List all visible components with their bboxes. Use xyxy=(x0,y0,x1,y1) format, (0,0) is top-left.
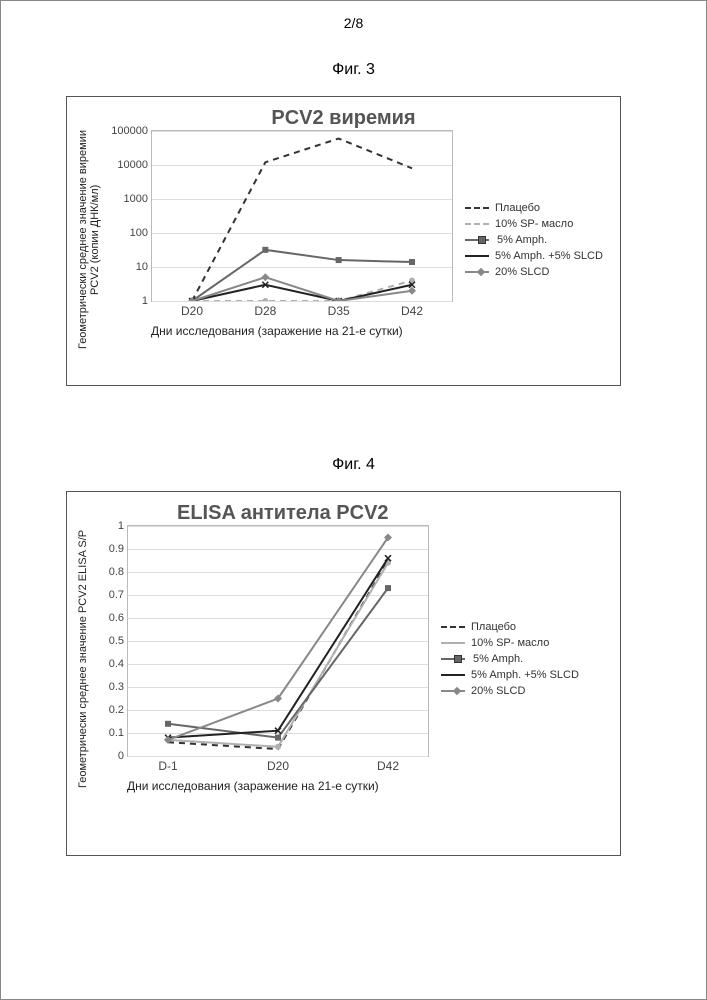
legend-item: 10% SP- масло xyxy=(465,218,603,230)
xtick: D20 xyxy=(267,756,289,773)
legend-item: 5% Amph. xyxy=(441,653,579,665)
fig3-plot-area: 110100100010000100000D20D28D35D42 xyxy=(151,130,453,302)
ytick: 100 xyxy=(130,227,152,239)
ytick: 10 xyxy=(136,261,152,273)
page-number: 2/8 xyxy=(344,15,363,31)
ytick: 0.3 xyxy=(109,681,128,693)
legend-item: Плацебо xyxy=(441,621,579,633)
xtick: D20 xyxy=(181,301,203,318)
ytick: 0 xyxy=(118,750,128,762)
legend-item: 5% Amph. +5% SLCD xyxy=(465,250,603,262)
fig3-chart: PCV2 виремия Геометрически среднее значе… xyxy=(66,96,621,386)
xtick: D42 xyxy=(401,301,423,318)
ytick: 0.5 xyxy=(109,635,128,647)
ytick: 0.4 xyxy=(109,658,128,670)
legend-item: 5% Amph. xyxy=(465,234,603,246)
legend-item: 5% Amph. +5% SLCD xyxy=(441,669,579,681)
ytick: 1 xyxy=(142,295,152,307)
ytick: 1000 xyxy=(124,193,152,205)
legend-item: 10% SP- масло xyxy=(441,637,579,649)
fig4-title: ELISA антитела PCV2 xyxy=(77,502,610,525)
legend-item: 20% SLCD xyxy=(465,266,603,278)
fig3-legend: Плацебо 10% SP- масло 5% Amph. 5% Amph. +5%… xyxy=(465,198,603,282)
fig4-chart: ELISA антитела PCV2 Геометрически средне… xyxy=(66,491,621,856)
fig3-title: PCV2 виремия xyxy=(77,107,610,130)
ytick: 0.1 xyxy=(109,727,128,739)
legend-item: 20% SLCD xyxy=(441,685,579,697)
ytick: 0.7 xyxy=(109,589,128,601)
legend-item: Плацебо xyxy=(465,202,603,214)
ytick: 0.6 xyxy=(109,612,128,624)
fig3-label: Фиг. 3 xyxy=(332,61,375,79)
xtick: D42 xyxy=(377,756,399,773)
xtick: D35 xyxy=(328,301,350,318)
ytick: 100000 xyxy=(111,125,152,137)
fig4-plot-area: 00.10.20.30.40.50.60.70.80.91D-1D20D42 xyxy=(127,525,429,757)
fig4-label: Фиг. 4 xyxy=(332,456,375,474)
fig3-yaxis-title: Геометрически среднее значение виремии P… xyxy=(77,130,101,349)
xtick: D-1 xyxy=(158,756,177,773)
ytick: 0.9 xyxy=(109,543,128,555)
xtick: D28 xyxy=(254,301,276,318)
ytick: 10000 xyxy=(117,159,152,171)
ytick: 0.2 xyxy=(109,704,128,716)
ytick: 0.8 xyxy=(109,566,128,578)
fig4-yaxis-title: Геометрически среднее значение PCV2 ELIS… xyxy=(77,525,89,793)
ytick: 1 xyxy=(118,520,128,532)
fig4-legend: Плацебо 10% SP- масло 5% Amph. 5% Amph. +5%… xyxy=(441,617,579,701)
